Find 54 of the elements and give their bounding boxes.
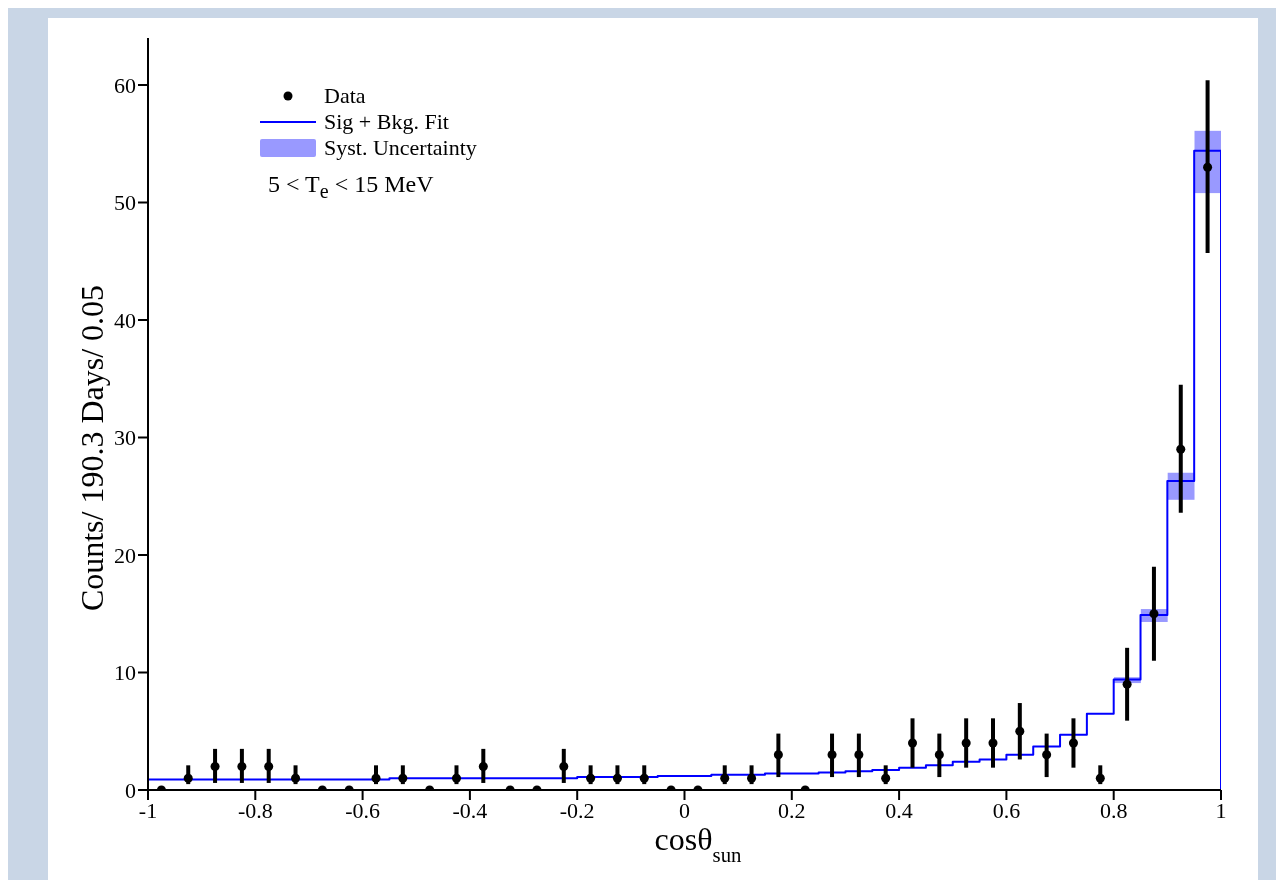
- x-tick-label: -1: [138, 797, 158, 823]
- point: [612, 773, 622, 783]
- point: [371, 773, 381, 783]
- y-tick-label: 40: [114, 307, 136, 333]
- x-tick-label: -0.8: [237, 797, 273, 823]
- x-tick-label: 0.2: [778, 797, 806, 823]
- x-tick-label: -0.6: [345, 797, 381, 823]
- legend-label: Syst. Uncertainty: [324, 135, 477, 161]
- x-tick-label: 0.6: [992, 797, 1021, 823]
- x-tick-label: -0.2: [559, 797, 595, 823]
- point: [1122, 679, 1132, 689]
- point: [747, 773, 757, 783]
- point: [854, 750, 864, 760]
- y-tick-label: 60: [114, 72, 136, 98]
- point: [881, 773, 891, 783]
- point: [961, 738, 971, 748]
- x-tick-label: -0.4: [452, 797, 488, 823]
- legend-label: Sig + Bkg. Fit: [324, 109, 449, 135]
- y-tick-label: 0: [125, 777, 136, 803]
- y-axis-title: Counts/ 190.3 Days/ 0.05: [74, 284, 110, 612]
- point: [773, 750, 783, 760]
- point: [210, 761, 220, 772]
- point: [720, 773, 730, 783]
- point: [827, 750, 837, 760]
- point: [639, 773, 649, 783]
- point: [1203, 162, 1213, 172]
- point: [988, 738, 998, 748]
- x-tick-label: 1: [1215, 797, 1227, 823]
- y-tick-label: 10: [114, 660, 136, 686]
- point: [1068, 738, 1078, 748]
- y-tick-label: 50: [114, 190, 136, 216]
- x-tick-label: 0: [679, 797, 690, 823]
- point: [291, 773, 301, 783]
- point: [1015, 726, 1025, 736]
- y-tick-label: 20: [114, 542, 136, 568]
- point: [398, 773, 408, 783]
- x-axis-title: cosθ$_{sun}$: [654, 821, 743, 866]
- point: [264, 761, 274, 772]
- point: [934, 750, 944, 760]
- point: [559, 761, 569, 772]
- x-tick-label: 0.8: [1099, 797, 1128, 823]
- annotation: 5 < T$_{e}$ < 15 MeV: [268, 171, 435, 204]
- point: [1042, 750, 1052, 760]
- point: [1095, 773, 1105, 783]
- point: [183, 773, 193, 783]
- point: [908, 738, 918, 748]
- x-tick-label: 0.4: [885, 797, 913, 823]
- legend-label: Data: [324, 83, 366, 109]
- point: [451, 773, 461, 783]
- y-tick-label: 30: [114, 425, 136, 451]
- point: [237, 761, 247, 772]
- point: [586, 773, 596, 783]
- point: [478, 761, 488, 772]
- point: [1176, 444, 1186, 454]
